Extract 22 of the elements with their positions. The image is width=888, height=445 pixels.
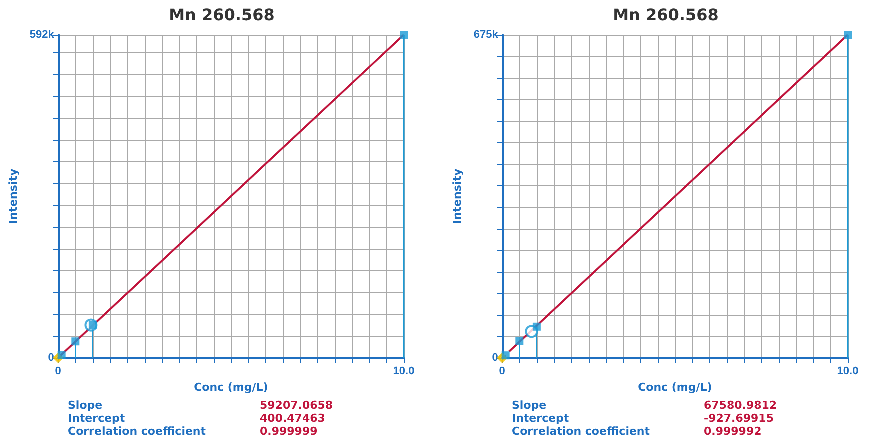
y-tick-label: 592k xyxy=(30,29,56,41)
text: 0.999999 xyxy=(260,425,318,438)
text: Intercept xyxy=(512,412,570,425)
chart-title: Mn 260.568 xyxy=(613,6,719,24)
y-axis-title: Intensity xyxy=(451,168,464,224)
x-axis-title: Conc (mg/L) xyxy=(194,380,268,394)
text: Slope xyxy=(68,399,103,412)
text: Correlation coefficient xyxy=(512,425,650,438)
chart-title: Mn 260.568 xyxy=(169,6,275,24)
x-tick-label: 10.0 xyxy=(393,366,415,378)
text: -927.69915 xyxy=(704,412,774,425)
text: 59207.0658 xyxy=(260,399,334,412)
text: 67580.9812 xyxy=(704,399,778,412)
text: Slope xyxy=(512,399,547,412)
text: 400.47463 xyxy=(260,412,326,425)
text: Correlation coefficient xyxy=(68,425,206,438)
y-axis-title: Intensity xyxy=(7,168,20,224)
x-axis-title: Conc (mg/L) xyxy=(638,380,712,394)
y-tick-label: 675k xyxy=(474,29,500,41)
text: Intercept xyxy=(68,412,126,425)
x-tick-label: 10.0 xyxy=(837,366,859,378)
text: 0.999992 xyxy=(704,425,762,438)
